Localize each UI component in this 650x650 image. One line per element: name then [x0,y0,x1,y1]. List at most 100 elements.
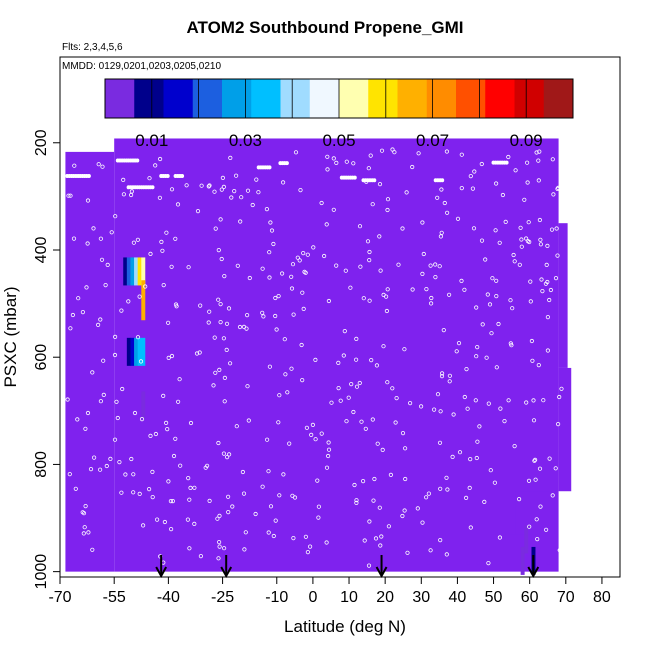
track-point [117,459,122,465]
track-point [497,535,502,540]
x-axis-label: Latitude (deg N) [284,617,406,636]
track-point [148,251,153,256]
track-point [84,285,89,290]
track-point [121,192,127,197]
track-point [336,360,341,365]
track-point [99,257,105,262]
track-point [344,159,349,164]
track-point [420,520,425,525]
x-tick-label: 70 [557,589,575,606]
colorbar-frame [104,78,574,119]
track-point [276,420,281,425]
track-point [131,472,136,477]
track-point [219,256,224,262]
track-point [447,373,452,378]
track-point [68,193,73,198]
track-point [400,430,406,436]
track-point [303,534,308,539]
track-point [301,251,306,256]
track-point [475,344,480,350]
track-point [444,210,450,215]
track-point [129,456,134,462]
track-point [378,543,383,548]
track-point [119,490,124,495]
track-point [131,490,136,495]
track-point [98,467,103,472]
track-point [119,308,124,313]
track-point [173,236,178,241]
track-point [377,182,383,187]
track-point [279,271,285,276]
track-point [177,377,182,382]
track-point [402,347,407,352]
track-point [418,404,424,409]
track-point [439,373,445,379]
track-point [109,230,114,235]
track-point [221,451,226,456]
track-point [363,426,368,431]
track-point [545,348,551,353]
track-point [256,190,261,195]
x-tick-label: 80 [593,589,611,606]
track-point [475,439,480,444]
track-point [137,294,142,299]
track-point [385,197,391,202]
track-point [158,156,163,162]
track-point [326,447,332,452]
track-point [459,186,464,191]
track-point [297,258,302,263]
track-point [451,412,456,417]
data-cell [141,257,146,286]
track-point [536,178,541,183]
track-point [289,274,294,279]
y-tick-label: 800 [33,451,50,478]
track-point [311,245,316,250]
track-point [301,306,306,311]
track-point [486,560,491,566]
colorbar-bin [456,79,486,118]
track-point [85,198,91,203]
x-tick-label: -40 [157,589,180,606]
data-cell [130,337,135,366]
track-point [178,463,183,468]
track-point [447,379,452,384]
colorbar-tick-label: 0.01 [135,131,168,150]
track-point [324,222,329,227]
track-point [187,546,192,551]
track-point [300,377,305,383]
track-point [305,549,310,555]
track-point [194,351,200,356]
track-point [138,359,144,364]
track-point [530,358,535,363]
track-point [410,287,415,292]
track-point [290,262,296,267]
colorbar-bin [309,79,340,118]
track-point [234,173,239,178]
track-point [139,416,145,422]
track-point [509,343,514,348]
track-point [444,475,449,480]
track-point [511,252,516,258]
track-point [537,466,543,471]
track-point [240,469,245,475]
track-point [390,147,395,152]
x-tick-label: 10 [340,589,358,606]
track-point [245,384,250,389]
data-cell [141,391,146,420]
track-point [424,286,429,292]
track-point [92,455,97,460]
track-point [173,302,179,307]
track-point [369,357,374,363]
track-point [538,237,543,242]
track-point [428,263,433,268]
track-point [88,466,94,472]
track-point [80,309,86,315]
y-tick-label: 1000 [33,554,50,590]
track-point [227,452,232,457]
track-point [459,152,464,157]
colorbar-bin [339,79,369,118]
colorbar-tick-label: 0.03 [229,131,262,150]
track-point [557,548,562,553]
track-point [377,505,382,510]
track-point [367,298,372,303]
